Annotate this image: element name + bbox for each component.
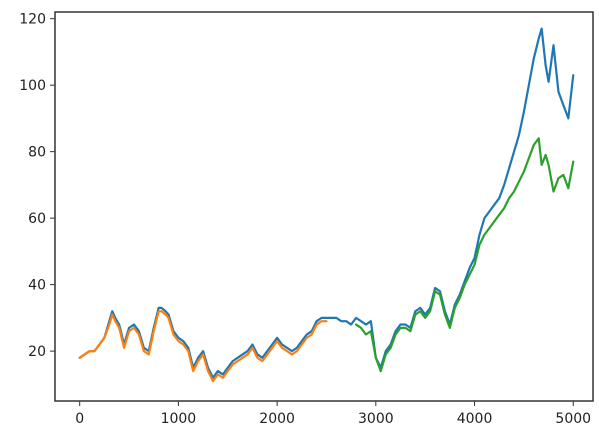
axes-frame [54,11,594,402]
y-tick-label: 60 [28,211,46,227]
x-tick-label: 0 [75,411,84,427]
y-tick-label: 40 [28,278,46,294]
x-tick-label: 5000 [555,411,591,427]
y-tick-label: 20 [28,344,46,360]
y-tick-label: 120 [19,12,46,28]
x-ticks: 0 1000 2000 3000 4000 5000 [75,401,591,427]
x-tick-label: 3000 [358,411,394,427]
y-tick-label: 100 [19,78,46,94]
x-tick-label: 4000 [457,411,493,427]
series-layer [78,27,575,383]
x-tick-label: 2000 [259,411,295,427]
y-ticks: 20 40 60 80 100 120 [19,12,55,360]
series-line-1 [78,27,575,379]
x-tick-label: 1000 [161,411,197,427]
series-line-3 [354,137,575,373]
series-line-2 [78,310,328,383]
y-tick-label: 80 [28,145,46,161]
